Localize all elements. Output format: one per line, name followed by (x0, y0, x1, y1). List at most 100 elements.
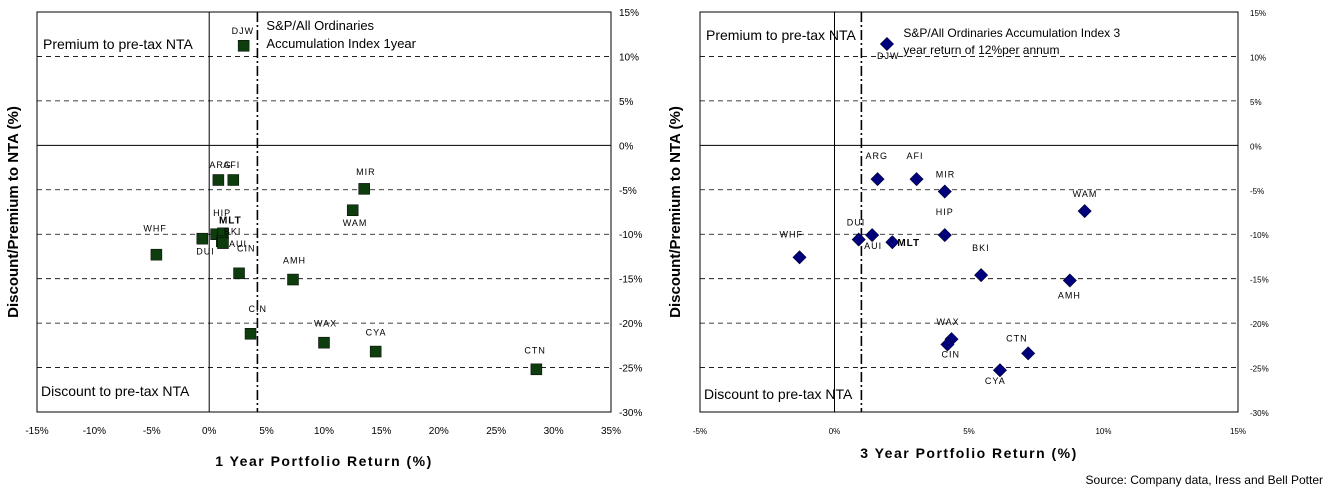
y-tick-label: -25% (1250, 365, 1269, 374)
benchmark-label: S&P/All Ordinaries Accumulation Index 3 y… (903, 26, 1120, 57)
data-point-aui (865, 228, 880, 243)
point-label: ARG (209, 160, 232, 170)
y-tick-label: -20% (619, 319, 642, 330)
premium-region-label: Premium to pre-tax NTA (43, 36, 194, 52)
y-tick-label: 10% (1250, 53, 1266, 62)
point-label: ARG (866, 151, 889, 161)
data-point-wam (1077, 204, 1092, 219)
y-tick-label: 5% (619, 97, 634, 108)
data-point-amh (287, 273, 299, 286)
data-point-wam (346, 204, 359, 216)
premium-region-label: Premium to pre-tax NTA (706, 27, 857, 43)
x-tick-label: 30% (544, 426, 564, 437)
point-label: CYA (985, 376, 1006, 386)
data-point-mir (358, 183, 370, 195)
x-tick-label: 20% (429, 426, 449, 437)
point-label: DUI (196, 247, 215, 257)
data-point-whf (150, 248, 163, 261)
data-point-dui (851, 232, 866, 247)
benchmark-label-line: S&P/All Ordinaries (266, 18, 374, 33)
plot-frame (36, 11, 612, 413)
x-tick-label: 0% (829, 427, 841, 436)
x-tick-label: 15% (1230, 427, 1246, 436)
discount-region-label: Discount to pre-tax NTA (41, 383, 190, 399)
y-axis-title: Discount/Premium to NTA (%) (5, 106, 22, 318)
x-tick-label: -10% (83, 426, 106, 437)
source-note: Source: Company data, Iress and Bell Pot… (1085, 473, 1323, 487)
y-tick-label: -15% (619, 275, 642, 286)
point-label: WAX (314, 319, 337, 329)
point-label: MIR (936, 170, 956, 180)
point-label: AMH (1058, 290, 1081, 300)
point-label: AUI (864, 241, 882, 251)
data-point-cya (992, 363, 1008, 378)
data-point-djw (237, 40, 250, 52)
discount-region-label: Discount to pre-tax NTA (704, 386, 853, 402)
x-axis-title: 1 Year Portfolio Return (%) (215, 453, 433, 469)
y-tick-label: 0% (619, 141, 634, 152)
data-point-bki (974, 268, 989, 283)
data-point-dui (196, 232, 209, 245)
y-tick-label: -10% (619, 230, 642, 241)
data-point-arg (212, 174, 225, 186)
point-label: DUI (847, 218, 866, 228)
point-label: BKI (972, 243, 990, 253)
point-label: CIN (237, 243, 256, 253)
point-label: AFI (907, 151, 924, 161)
data-point-afi (909, 172, 924, 187)
y-tick-label: -5% (1250, 187, 1264, 196)
x-tick-label: -5% (143, 426, 161, 437)
y-tick-label: -10% (1250, 231, 1269, 240)
benchmark-label-line: year return of 12%per annum (903, 43, 1059, 57)
data-point-wax (318, 336, 330, 349)
data-point-ctn (530, 363, 543, 376)
y-tick-label: -20% (1250, 320, 1269, 329)
x-tick-label: 0% (202, 426, 217, 437)
point-label: CIN (941, 349, 960, 359)
data-point-cin (233, 267, 245, 280)
data-point-amh (1062, 273, 1077, 288)
x-tick-label: 25% (486, 426, 506, 437)
point-label: CTN (524, 345, 546, 355)
x-tick-label: 10% (1095, 427, 1111, 436)
x-tick-label: 35% (601, 426, 621, 437)
data-point-cin (244, 328, 257, 340)
y-tick-label: 10% (619, 52, 639, 63)
y-tick-label: -30% (1250, 409, 1269, 418)
data-point-cya (369, 345, 382, 358)
x-tick-label: 10% (314, 426, 334, 437)
data-point-ctn (1021, 346, 1036, 361)
benchmark-label: S&P/All Ordinaries Accumulation Index 1ye… (266, 18, 416, 51)
point-label: WAM (343, 218, 368, 228)
y-tick-label: 5% (1250, 98, 1262, 107)
data-point-mlt (885, 235, 900, 250)
plot-frame (699, 11, 1239, 413)
point-label: MIR (356, 167, 376, 177)
y-tick-label: -30% (619, 408, 642, 419)
y-tick-label: -15% (1250, 276, 1269, 285)
point-label: WHF (143, 224, 167, 234)
x-tick-label: 5% (259, 426, 274, 437)
data-point-mir (937, 184, 952, 199)
point-label: DJW (877, 51, 900, 61)
point-label: DJW (232, 26, 255, 36)
x-tick-label: 5% (963, 427, 975, 436)
y-tick-label: -5% (619, 186, 637, 197)
point-label: AUI (229, 239, 247, 249)
point-label: CTN (1006, 333, 1027, 343)
data-point-djw (879, 36, 895, 52)
x-tick-label: -15% (25, 426, 48, 437)
y-tick-label: -25% (619, 364, 642, 375)
chart-2: S&P/All Ordinaries Accumulation Index 3 y… (667, 9, 1269, 461)
point-label: MLT (219, 215, 242, 226)
point-label: CIN (249, 304, 268, 314)
point-label: AMH (283, 256, 306, 266)
x-tick-label: 15% (371, 426, 391, 437)
data-point-aui (217, 237, 229, 249)
chart-1: S&P/All Ordinaries Accumulation Index 1ye… (5, 8, 642, 469)
y-axis-title: Discount/Premium to NTA (%) (667, 106, 684, 318)
data-point-hip (937, 228, 952, 243)
y-tick-label: 0% (1250, 142, 1262, 151)
x-axis-title: 3 Year Portfolio Return (%) (860, 445, 1078, 461)
